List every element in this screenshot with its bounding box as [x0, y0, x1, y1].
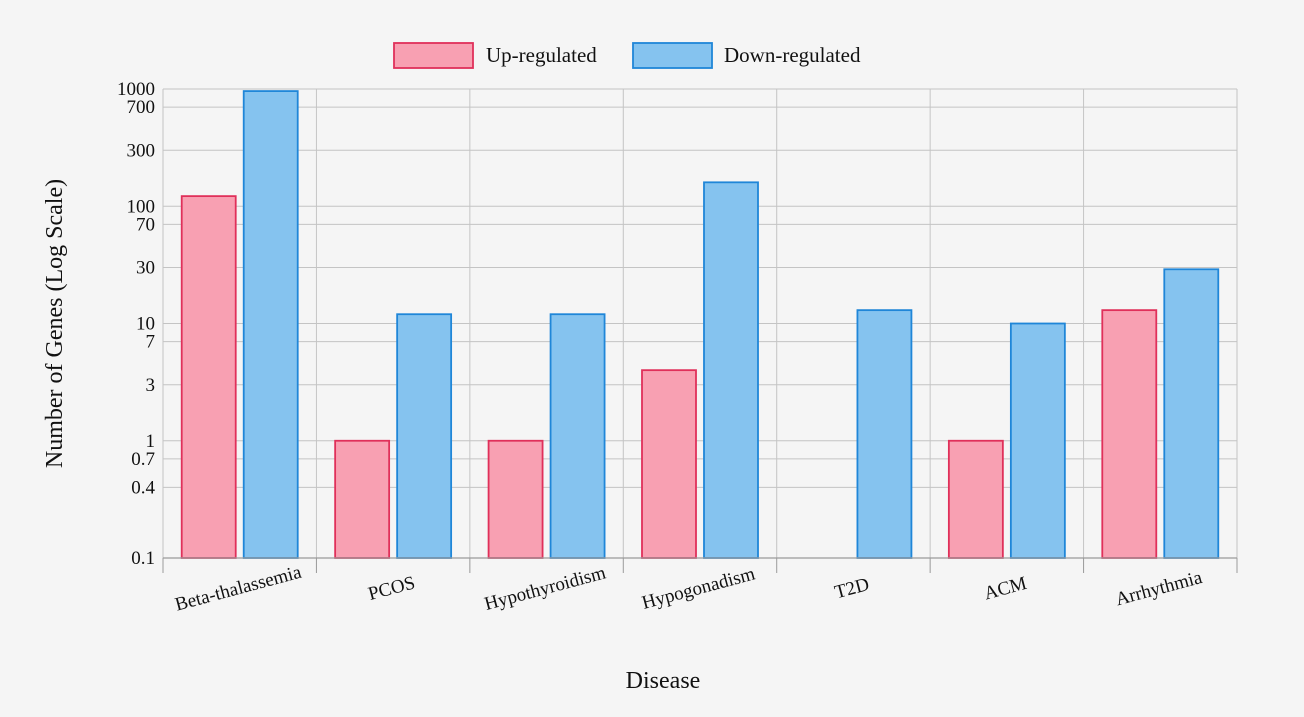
- x-axis-title: Disease: [626, 668, 701, 694]
- y-tick-label: 7: [146, 332, 156, 353]
- bar-up-regulated-pcos: [334, 439, 391, 559]
- bar-down-regulated-hypogonadism: [703, 181, 759, 559]
- x-tick-label: Beta-thalassemia: [173, 562, 304, 616]
- x-tick-label: ACM: [982, 573, 1029, 605]
- y-tick-label: 300: [127, 140, 156, 161]
- legend-swatch-down-regulated: [632, 42, 713, 69]
- axes: [162, 557, 1238, 573]
- bar-down-regulated-hypothyroidism: [549, 313, 606, 559]
- x-tick-label: T2D: [832, 574, 871, 603]
- bars: [180, 90, 1220, 559]
- bar-down-regulated-t2d: [856, 309, 913, 559]
- legend: Up-regulated Down-regulated: [393, 42, 861, 69]
- bar-up-regulated-acm: [947, 439, 1004, 559]
- y-tick-label: 0.1: [131, 548, 155, 569]
- y-tick-label: 700: [127, 97, 156, 118]
- bar-down-regulated-acm: [1009, 322, 1066, 559]
- legend-label-up-regulated: Up-regulated: [486, 43, 597, 67]
- x-tick-label: PCOS: [366, 572, 417, 605]
- y-axis-title: Number of Genes (Log Scale): [42, 179, 68, 468]
- bar-down-regulated-pcos: [396, 313, 453, 559]
- y-tick-label: 10: [136, 314, 155, 335]
- y-tick-label: 3: [146, 375, 156, 396]
- y-tick-label: 30: [136, 258, 155, 279]
- y-tick-label: 100: [127, 196, 156, 217]
- x-tick-label: Hypothyroidism: [482, 562, 608, 615]
- bar-up-regulated-hypothyroidism: [487, 439, 544, 559]
- y-tick-label: 1000: [117, 79, 155, 100]
- bar-up-regulated-beta-thalassemia: [180, 195, 237, 559]
- y-tick-label: 70: [136, 214, 155, 235]
- x-tick-label: Hypogonadism: [640, 563, 758, 613]
- x-tick-label: Arrhythmia: [1113, 567, 1205, 610]
- bar-up-regulated-hypogonadism: [641, 369, 697, 559]
- grid: [162, 88, 1238, 559]
- bar-down-regulated-beta-thalassemia: [242, 90, 299, 559]
- y-tick-label: 0.4: [131, 477, 155, 498]
- y-tick-label: 1: [146, 431, 156, 452]
- bar-up-regulated-arrhythmia: [1101, 309, 1158, 559]
- bar-down-regulated-arrhythmia: [1163, 268, 1220, 559]
- y-tick-label: 0.7: [131, 449, 155, 470]
- legend-label-down-regulated: Down-regulated: [724, 43, 861, 67]
- legend-swatch-up-regulated: [393, 42, 474, 69]
